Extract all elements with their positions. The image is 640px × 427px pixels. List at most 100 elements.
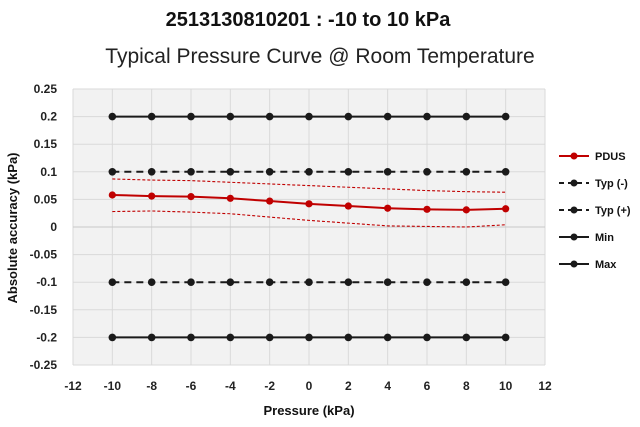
legend-label-pdus: PDUS — [595, 151, 626, 163]
point-max — [226, 112, 235, 121]
point-min — [108, 333, 117, 342]
point-min — [265, 333, 274, 342]
y-tick-label: 0.2 — [40, 110, 57, 124]
point-min — [501, 333, 510, 342]
x-tick-label: -2 — [264, 379, 275, 393]
series-group — [108, 112, 510, 342]
point-pdus — [462, 206, 470, 214]
y-tick-label: -0.15 — [30, 303, 58, 317]
point-typ — [383, 168, 392, 176]
point-min — [423, 333, 431, 342]
x-tick-label: 6 — [424, 379, 431, 393]
point-pdus — [305, 200, 313, 208]
point-pdus — [384, 204, 392, 212]
point-typ — [423, 168, 431, 176]
x-tick-label: -12 — [64, 379, 82, 393]
point-typ — [501, 168, 510, 176]
x-tick-label: 0 — [306, 379, 313, 393]
point-min — [147, 333, 156, 342]
point-typ — [344, 168, 353, 176]
point-typ — [147, 168, 156, 176]
point-typ — [265, 168, 274, 176]
y-axis-label: Absolute accuracy (kPa) — [5, 152, 20, 303]
point-max — [344, 112, 353, 121]
legend-label-max: Max — [595, 259, 617, 271]
point-max — [423, 112, 431, 121]
band-lower-line — [112, 210, 506, 228]
x-tick-label: -4 — [225, 379, 236, 393]
point-min — [383, 333, 392, 342]
y-tick-label: -0.05 — [30, 248, 58, 262]
x-tick-label: 4 — [384, 379, 391, 393]
point-typ — [462, 168, 471, 176]
point-min — [305, 333, 313, 342]
point-pdus — [108, 191, 116, 199]
y-tick-label: 0.05 — [34, 192, 58, 206]
chart-subtitle: Typical Pressure Curve @ Room Temperatur… — [105, 45, 534, 68]
point-typ — [226, 278, 235, 287]
point-min — [462, 333, 471, 342]
point-pdus — [344, 202, 352, 210]
x-tick-label: -8 — [146, 379, 157, 393]
point-pdus — [187, 193, 195, 201]
point-typ — [423, 278, 431, 287]
legend-marker-min — [570, 233, 578, 241]
y-tick-label: -0.25 — [30, 358, 58, 372]
y-tick-label: -0.1 — [36, 275, 57, 289]
point-min — [187, 333, 195, 342]
y-tick-label: 0 — [50, 220, 57, 234]
point-typ — [187, 278, 195, 287]
legend-label-min: Min — [595, 232, 614, 244]
point-pdus — [502, 205, 510, 213]
point-max — [187, 112, 195, 121]
band-group — [112, 178, 506, 228]
point-typ — [108, 168, 117, 176]
point-typ — [147, 278, 156, 287]
point-max — [383, 112, 392, 121]
point-typ — [226, 168, 235, 176]
point-max — [265, 112, 274, 121]
legend-label-typ: Typ (+) — [595, 205, 631, 217]
x-tick-label: 8 — [463, 379, 470, 393]
point-typ — [305, 278, 313, 287]
point-typ — [383, 278, 392, 287]
x-tick-label: -6 — [186, 379, 197, 393]
point-max — [147, 112, 156, 121]
point-typ — [108, 278, 117, 287]
point-max — [108, 112, 117, 121]
point-max — [462, 112, 471, 121]
point-typ — [501, 278, 510, 287]
x-tick-label: -10 — [104, 379, 122, 393]
y-tick-label: 0.25 — [34, 82, 58, 96]
point-min — [344, 333, 353, 342]
point-typ — [305, 168, 313, 176]
point-typ — [265, 278, 274, 287]
x-axis-label: Pressure (kPa) — [263, 403, 354, 418]
y-tick-label: 0.15 — [34, 137, 58, 151]
x-axis-ticks: -12 -10 -8 -6 -4 -2 0 2 4 6 8 10 12 — [64, 379, 552, 393]
point-pdus — [148, 192, 156, 200]
x-tick-label: 12 — [538, 379, 552, 393]
point-typ — [344, 278, 353, 287]
legend-marker-typ — [570, 206, 578, 214]
x-tick-label: 2 — [345, 379, 352, 393]
y-axis-ticks: 0.25 0.2 0.15 0.1 0.05 0 -0.05 -0.1 -0.15 -0.2 -0.… — [30, 82, 58, 372]
y-tick-label: -0.2 — [36, 330, 57, 344]
point-pdus — [266, 197, 274, 205]
y-tick-label: 0.1 — [40, 165, 57, 179]
point-pdus — [226, 194, 234, 202]
legend-label-typ: Typ (-) — [595, 178, 628, 190]
point-pdus — [423, 205, 431, 213]
band-upper-line — [112, 178, 506, 193]
legend-marker-typ — [570, 179, 578, 187]
point-max — [305, 112, 313, 121]
legend: PDUS Typ (-) Typ (+) Min Max — [559, 151, 631, 271]
point-max — [501, 112, 510, 121]
legend-marker-max — [570, 260, 578, 268]
point-typ — [462, 278, 471, 287]
point-min — [226, 333, 235, 342]
point-typ — [187, 168, 195, 176]
x-tick-label: 10 — [499, 379, 513, 393]
legend-marker-pdus — [570, 152, 578, 160]
